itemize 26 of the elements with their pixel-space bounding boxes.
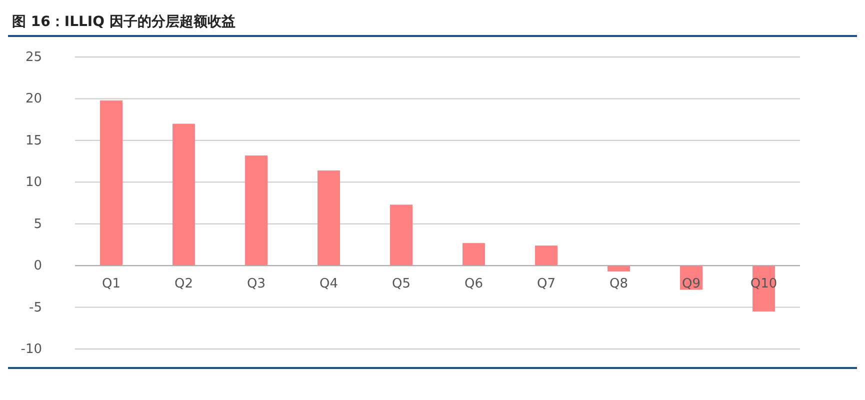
x-tick-label: Q5 — [392, 276, 411, 292]
bar — [318, 170, 340, 266]
y-tick-label: 20 — [25, 92, 42, 107]
bar — [390, 204, 412, 266]
bar — [100, 100, 122, 266]
x-tick-label: Q2 — [174, 276, 194, 292]
x-tick-label: Q7 — [536, 276, 556, 292]
x-tick-label: Q9 — [682, 276, 701, 292]
x-tick-label: Q6 — [464, 276, 484, 292]
x-tick-label: Q8 — [609, 276, 628, 292]
bar — [172, 124, 195, 266]
bar — [608, 266, 630, 272]
x-tick-label: Q1 — [102, 276, 121, 292]
y-tick-label: -5 — [29, 300, 42, 316]
y-tick-label: 25 — [25, 50, 42, 65]
y-tick-label: 10 — [25, 175, 42, 190]
bar — [535, 246, 558, 266]
x-tick-label: Q3 — [246, 276, 266, 292]
bar — [462, 243, 485, 266]
y-tick-label: 15 — [25, 133, 42, 148]
y-tick-label: 0 — [34, 258, 42, 274]
chart-title: 图 16：ILLIQ 因子的分层超额收益 — [12, 13, 236, 30]
x-tick-label: Q4 — [319, 276, 338, 292]
y-tick-label: 5 — [34, 216, 42, 232]
y-tick-label: -10 — [20, 342, 42, 357]
bar — [245, 155, 268, 266]
